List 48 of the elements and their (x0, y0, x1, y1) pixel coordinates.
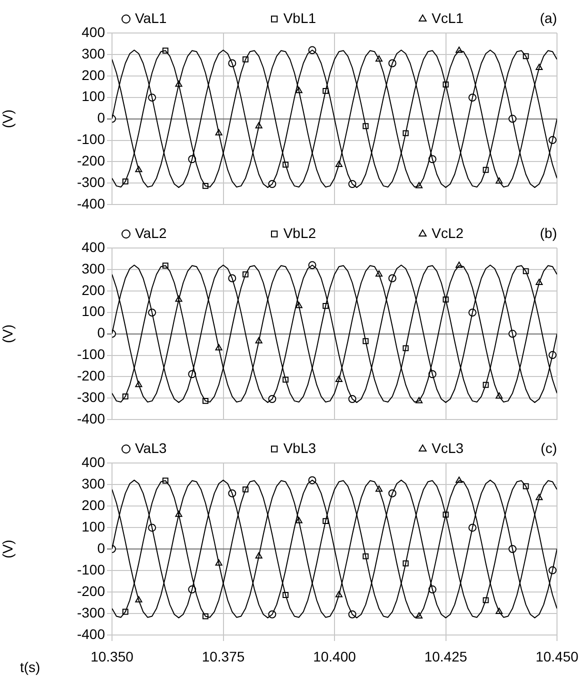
legend-label: VaL1 (135, 10, 167, 26)
y-tick-label: -100 (76, 131, 106, 148)
text: (c) (540, 440, 557, 456)
x-tick-label: 10.375 (202, 648, 245, 664)
y-axis-title: (V) (0, 109, 16, 128)
y-tick-label: 0 (97, 540, 106, 556)
y-tick-label: -300 (76, 604, 106, 620)
legend-label: VbL2 (283, 224, 316, 241)
y-tick-label: -200 (76, 152, 106, 169)
y-tick-label: -400 (76, 195, 106, 212)
text: (b) (540, 224, 557, 241)
y-tick-label: 0 (97, 110, 106, 126)
y-tick-label: 0 (97, 324, 106, 341)
y-tick-label: 200 (82, 282, 106, 298)
y-tick-label: -300 (76, 174, 106, 190)
legend-label: VaL3 (135, 440, 167, 456)
legend-label: VcL3 (432, 440, 464, 456)
y-tick-label: 300 (82, 45, 106, 62)
y-tick-label: -100 (76, 561, 106, 578)
y-tick-label: -400 (76, 410, 106, 426)
x-axis-title: t(s) (20, 658, 40, 675)
y-axis-title: (V) (0, 540, 16, 558)
y-tick-label: 200 (82, 496, 106, 513)
text: (a) (540, 10, 557, 26)
x-tick-label: 10.400 (313, 648, 356, 664)
y-tick-label: 200 (82, 66, 106, 83)
legend-label: VaL2 (135, 224, 167, 241)
y-tick-label: -400 (76, 626, 106, 642)
y-tick-label: 400 (82, 238, 106, 255)
legend-label: VcL2 (432, 224, 464, 241)
y-axis-title: (V) (0, 324, 16, 344)
x-tick-label: 10.450 (536, 648, 579, 664)
x-tick-label: 10.350 (90, 648, 134, 664)
legend-label: VbL1 (283, 10, 316, 26)
legend-label: VcL1 (432, 10, 464, 26)
legend-label: VbL3 (283, 440, 316, 456)
y-tick-label: -300 (76, 389, 106, 406)
y-tick-label: -200 (76, 582, 106, 599)
y-tick-label: -100 (76, 346, 106, 362)
y-tick-label: 100 (82, 303, 106, 320)
y-tick-label: 100 (82, 518, 106, 534)
y-tick-label: -200 (76, 368, 106, 384)
y-tick-label: 100 (82, 88, 106, 104)
y-tick-label: 300 (82, 475, 106, 492)
y-tick-label: 300 (82, 260, 106, 276)
y-tick-label: 400 (82, 454, 106, 470)
y-tick-label: 400 (82, 24, 106, 40)
x-tick-label: 10.425 (424, 648, 468, 664)
